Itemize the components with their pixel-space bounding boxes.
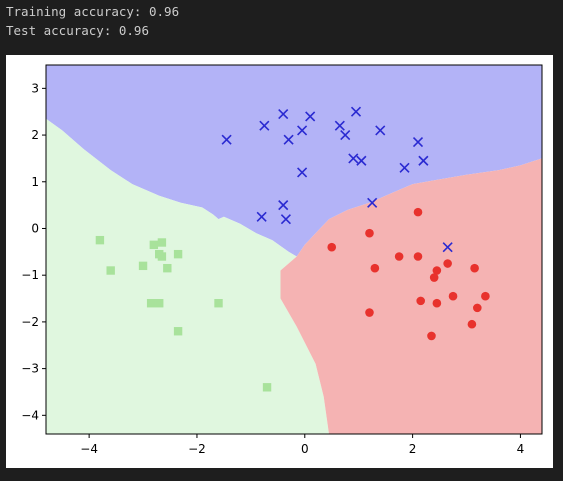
y-tick-label: −2 <box>21 315 39 329</box>
point-square-marker <box>155 299 164 308</box>
point-x-marker <box>340 129 351 141</box>
point-x-marker <box>256 211 267 222</box>
point-x-marker <box>283 134 294 145</box>
point-x-marker <box>259 120 270 131</box>
point-circle-marker <box>432 266 442 275</box>
point-x-marker <box>348 153 359 164</box>
x-stroke <box>305 111 316 122</box>
point-x-marker <box>356 155 367 166</box>
x-tick-label: −2 <box>188 442 206 456</box>
point-circle-marker <box>473 303 482 313</box>
point-circle-marker <box>370 263 380 273</box>
point-circle-marker <box>448 291 458 301</box>
x-stroke <box>418 155 429 166</box>
x-stroke <box>340 129 351 141</box>
point-x-marker <box>278 200 289 211</box>
point-square-marker <box>106 266 115 275</box>
x-stroke <box>367 197 378 208</box>
x-stroke <box>399 162 410 173</box>
y-tick-label: 0 <box>31 221 39 235</box>
point-x-marker <box>305 111 316 122</box>
point-square-marker <box>95 235 105 245</box>
x-stroke <box>278 200 289 211</box>
y-tick-label: −4 <box>21 408 39 422</box>
point-x-marker <box>297 167 308 178</box>
x-stroke <box>297 167 308 178</box>
point-circle-marker <box>470 263 479 273</box>
x-stroke <box>442 242 453 253</box>
x-stroke <box>297 125 308 136</box>
point-square-marker <box>173 249 183 259</box>
x-tick-label: 0 <box>301 442 309 456</box>
x-stroke <box>350 106 362 117</box>
point-square-marker <box>262 383 272 392</box>
point-x-marker <box>367 197 378 208</box>
point-circle-marker <box>467 319 477 329</box>
point-x-marker <box>442 242 453 253</box>
point-square-marker <box>173 327 183 336</box>
point-x-marker <box>221 134 232 145</box>
y-tick-label: −1 <box>21 268 39 282</box>
region-green <box>46 118 329 434</box>
x-tick-label: 4 <box>517 442 525 456</box>
training-accuracy-line: Training accuracy: 0.96 <box>6 4 180 19</box>
y-tick-label: −3 <box>21 362 39 376</box>
point-circle-marker <box>365 308 374 317</box>
point-x-marker <box>278 108 289 120</box>
y-tick-label: 2 <box>31 128 39 142</box>
console-output: Training accuracy: 0.96 Test accuracy: 0… <box>6 2 179 40</box>
x-stroke <box>348 153 359 164</box>
x-tick-label: −4 <box>80 442 98 456</box>
point-circle-marker <box>327 242 337 252</box>
point-x-marker <box>297 125 308 136</box>
point-circle-marker <box>443 259 452 268</box>
x-stroke <box>412 137 424 148</box>
point-circle-marker <box>394 252 404 261</box>
point-circle-marker <box>413 252 423 261</box>
point-x-marker <box>280 214 291 225</box>
x-stroke <box>283 134 294 145</box>
decision-boundary-plot: −4 −2 0 2 4 −4 −3 −2 −1 0 1 2 3 <box>21 64 543 456</box>
x-stroke <box>221 134 232 145</box>
point-circle-marker <box>416 296 425 306</box>
x-tick-label: 2 <box>409 442 417 456</box>
test-accuracy-line: Test accuracy: 0.96 <box>6 23 149 38</box>
point-x-marker <box>334 120 345 131</box>
x-stroke <box>356 155 367 166</box>
point-circle-marker <box>429 273 439 282</box>
point-square-marker <box>149 240 159 250</box>
point-square-marker <box>146 299 156 308</box>
point-square-marker <box>157 238 167 247</box>
point-square-marker <box>157 252 167 261</box>
y-tick-label: 3 <box>31 81 39 95</box>
plot-figure: −4 −2 0 2 4 −4 −3 −2 −1 0 1 2 3 <box>6 55 553 468</box>
axes-frame <box>45 64 543 435</box>
point-x-marker <box>375 125 386 136</box>
x-stroke <box>334 120 345 131</box>
x-stroke <box>280 214 291 225</box>
point-circle-marker <box>413 207 423 217</box>
region-blue <box>46 65 542 257</box>
point-circle-marker <box>432 298 442 308</box>
point-x-marker <box>418 155 429 166</box>
x-stroke <box>375 125 386 136</box>
point-circle-marker <box>365 228 374 238</box>
x-stroke <box>259 120 270 131</box>
x-stroke <box>278 108 289 120</box>
point-square-marker <box>138 261 148 271</box>
point-square-marker <box>214 299 223 308</box>
x-stroke <box>256 211 267 222</box>
point-square-marker <box>163 263 172 273</box>
point-x-marker <box>350 106 362 117</box>
point-circle-marker <box>481 291 490 301</box>
point-x-marker <box>399 162 410 173</box>
point-x-marker <box>412 137 424 148</box>
y-tick-label: 1 <box>31 175 39 189</box>
point-circle-marker <box>427 331 436 341</box>
region-red <box>280 158 542 434</box>
